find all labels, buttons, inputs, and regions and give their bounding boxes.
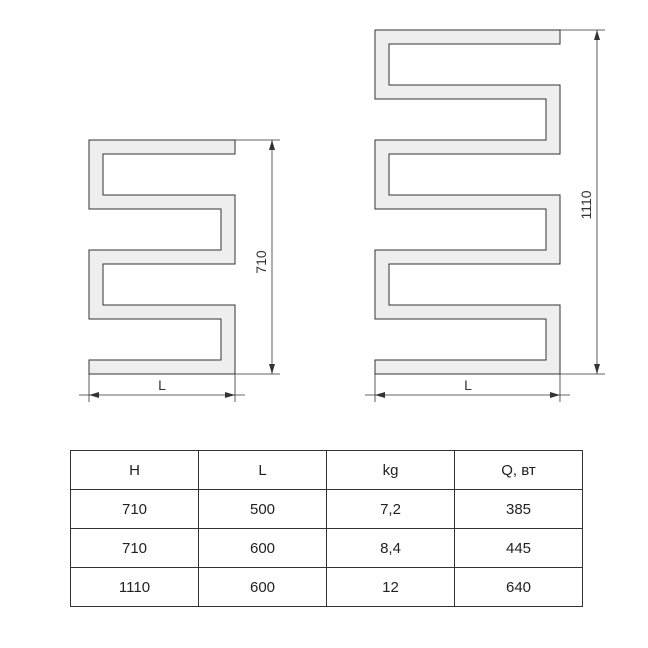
left-width-label: L — [158, 377, 166, 393]
table-row: 710 500 7,2 385 — [71, 490, 583, 529]
spec-table: H L kg Q, вт 710 500 7,2 385 710 600 8,4… — [70, 450, 583, 607]
table-row: 1110 600 12 640 — [71, 568, 583, 607]
col-q: Q, вт — [455, 451, 583, 490]
col-h: H — [71, 451, 199, 490]
right-height-label: 1110 — [578, 190, 594, 219]
right-width-label: L — [464, 377, 472, 393]
diagram-area: 710 L 1110 L — [0, 0, 648, 400]
technical-drawing-svg: 710 L 1110 L — [0, 0, 648, 420]
left-height-label: 710 — [253, 250, 269, 274]
table-header-row: H L kg Q, вт — [71, 451, 583, 490]
table-row: 710 600 8,4 445 — [71, 529, 583, 568]
col-l: L — [199, 451, 327, 490]
left-radiator-shape — [89, 140, 235, 374]
right-radiator-shape — [375, 30, 560, 374]
col-kg: kg — [327, 451, 455, 490]
